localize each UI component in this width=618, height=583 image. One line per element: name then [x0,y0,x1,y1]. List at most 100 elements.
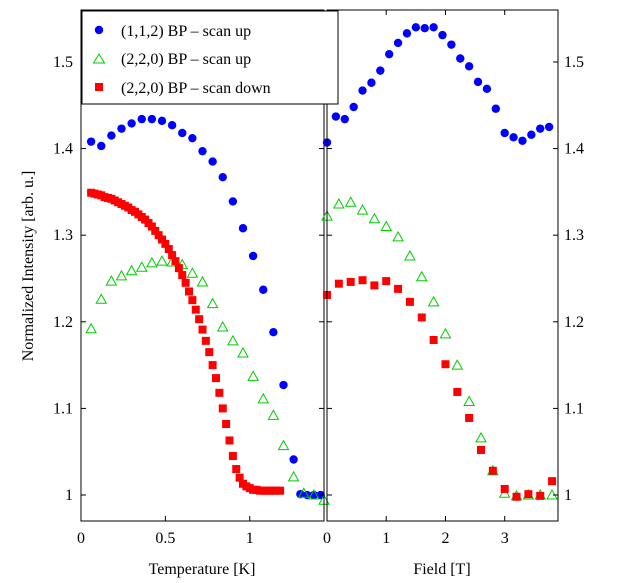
data-point-circle [384,49,394,59]
data-point-circle [518,136,527,145]
data-point-circle [527,130,536,139]
data-point-circle [358,86,367,95]
data-point-circle [86,137,96,146]
legend-entry-220-scan-up: (2,2,0) BP – scan up [92,51,251,68]
data-point-circle [208,157,217,166]
data-point-circle [402,29,412,38]
data-point-triangle [146,256,158,268]
right-y-tick-label: 1.3 [564,227,584,244]
data-point-triangle [216,320,229,332]
data-point-square [232,465,241,474]
data-point-triangle [227,334,239,346]
left-x-tick-label: 0 [77,530,85,547]
data-point-circle [464,62,474,71]
data-point-circle [447,40,456,49]
data-point-square [453,387,462,396]
right-y-tick-label: 1.4 [564,141,584,158]
left-panel-marks [85,114,330,505]
data-point-square [188,296,197,305]
data-point-triangle [439,327,452,339]
right-y-tick-label: 1.2 [564,314,584,331]
data-point-circle [137,114,146,124]
data-point-square [191,305,200,314]
left-panel-axes: 0 0.5 1 1 1.1 1.2 1.3 1.4 1.5 [53,10,324,547]
data-point-circle [147,114,157,124]
data-point-triangle [105,275,118,286]
data-point-square [334,279,343,288]
data-point-triangle [380,220,393,232]
data-point-square [394,284,403,293]
legend-label: (2,2,0) BP – scan down [121,80,271,97]
left-panel-frame [80,9,325,522]
data-point-circle [420,23,429,33]
data-point-circle [279,380,288,390]
right-y-tick-label: 1.1 [564,400,584,417]
data-point-square [346,277,355,286]
data-point-circle [411,23,421,32]
data-point-square [218,404,227,413]
data-point-triangle [257,392,270,404]
data-point-circle [456,54,465,63]
left-panel: 0 0.5 1 1 1.1 1.2 1.3 1.4 1.5 [53,9,330,547]
legend-box [81,10,339,105]
data-point-circle [157,116,167,126]
data-point-triangle [287,470,300,482]
data-point-square [222,419,231,428]
data-point-triangle [451,359,464,370]
data-point-circle [429,23,438,32]
data-point-triangle [344,196,357,207]
data-point-triangle [475,431,487,443]
data-point-square [536,491,545,500]
left-y-tick-label: 1.5 [53,54,73,71]
right-panel-marks [321,23,558,501]
data-point-triangle [332,197,345,209]
data-point-square [488,466,497,475]
data-point-circle [188,133,197,143]
data-point-circle [331,112,341,121]
data-point-square [441,360,450,369]
data-point-square [235,473,244,482]
data-point-triangle [297,487,310,498]
data-point-triangle [267,409,280,420]
left-y-tick-label: 1.2 [53,314,73,331]
right-panel-frame [326,9,559,522]
data-point-triangle [135,261,148,272]
data-point-circle [107,131,116,140]
data-point-square [500,484,509,493]
data-point-triangle [368,212,381,224]
data-point-square [201,336,210,345]
data-point-square [185,287,193,296]
data-point-square [276,486,285,495]
data-point-circle [248,251,258,261]
y-axis-label: Normalized Intensity [arb. u.] [20,171,37,362]
data-point-square [174,264,183,273]
data-point-square [151,226,160,235]
right-x-tick-label: 0 [323,530,331,547]
legend-label: (1,1,2) BP – scan up [121,23,251,40]
right-panel-axes: 0 1 2 3 1 1.1 1.2 1.3 1.4 1.5 [323,10,584,547]
data-point-triangle [186,267,199,278]
data-point-square [512,492,521,501]
data-point-circle [438,30,447,40]
data-point-triangle [206,297,219,309]
data-point-square [417,313,426,322]
left-x-tick-label: 1 [246,530,254,547]
data-point-circle [376,66,385,75]
right-y-tick-label: 1.5 [564,54,584,71]
data-point-square [477,445,485,454]
data-point-circle [367,78,376,87]
data-point-circle [289,455,298,464]
data-point-circle [393,38,403,48]
legend-label: (2,2,0) BP – scan up [121,51,251,68]
data-point-circle [269,327,278,337]
data-point-circle [167,120,177,130]
legend-entry-220-scan-down: (2,2,0) BP – scan down [95,80,271,97]
data-point-circle [536,124,545,133]
data-point-square [524,490,533,499]
data-point-circle [259,285,268,294]
data-point-circle [127,119,136,128]
data-point-square [208,361,217,370]
data-point-square [154,231,163,240]
data-point-triangle [415,270,428,282]
data-point-triangle [277,439,290,451]
